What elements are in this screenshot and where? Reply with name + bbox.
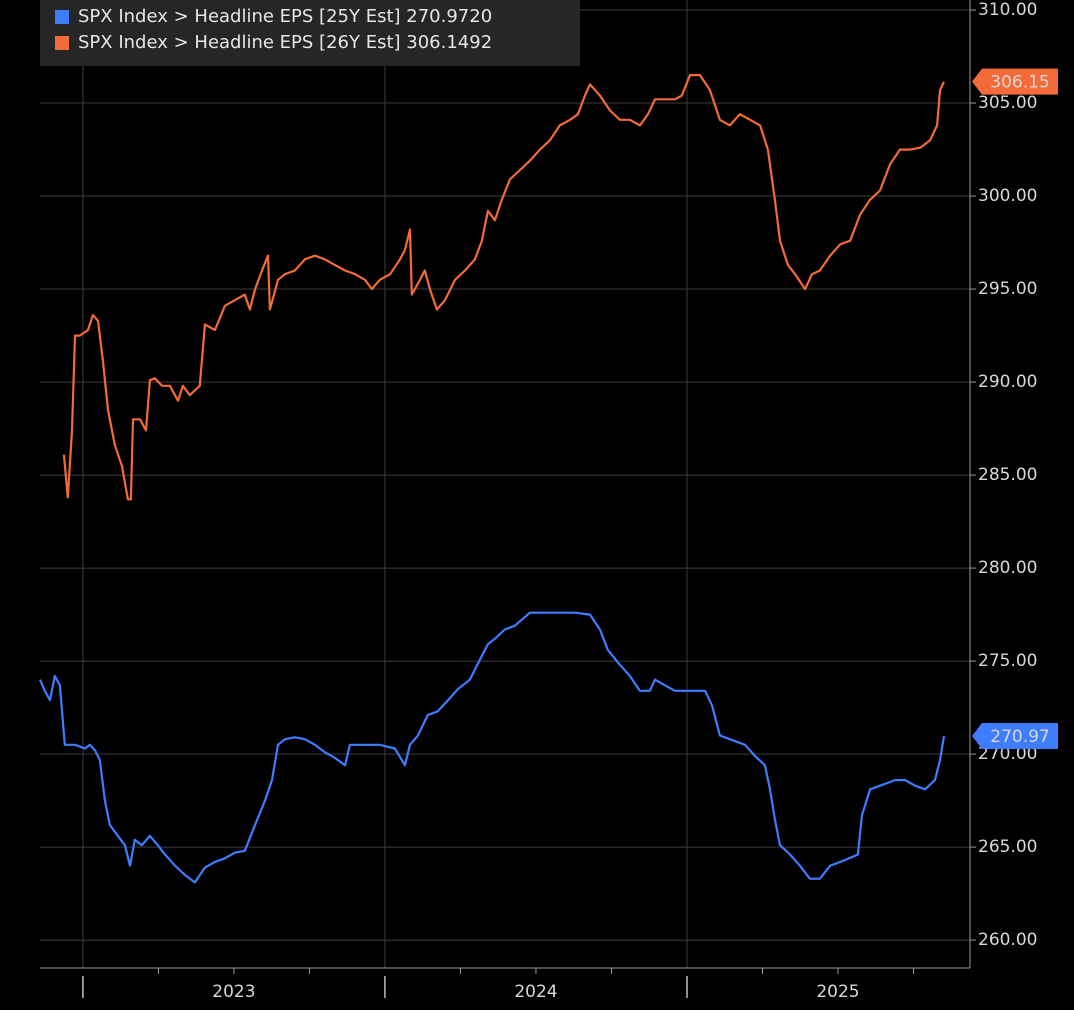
legend-entry: SPX Index > Headline EPS [26Y Est] 306.1… — [78, 32, 492, 53]
y-tick-label: 290.00 — [978, 372, 1037, 392]
y-tick-label: 285.00 — [978, 465, 1037, 485]
legend-swatch — [55, 10, 69, 24]
x-tick-label: 2025 — [816, 982, 859, 1002]
y-tick-label: 300.00 — [978, 186, 1037, 206]
y-tick-label: 280.00 — [978, 558, 1037, 578]
y-tick-label: 295.00 — [978, 279, 1037, 299]
legend-entry: SPX Index > Headline EPS [25Y Est] 270.9… — [78, 6, 492, 27]
legend-box — [40, 0, 580, 66]
y-tick-label: 260.00 — [978, 930, 1037, 950]
end-label-box — [972, 68, 1058, 95]
y-tick-label: 310.00 — [978, 0, 1037, 20]
series-line — [62, 73, 945, 501]
legend-name: SPX Index > Headline EPS [25Y Est] — [78, 6, 401, 27]
y-tick-label: 265.00 — [978, 837, 1037, 857]
legend-swatch — [55, 36, 69, 50]
y-tick-label: 275.00 — [978, 651, 1037, 671]
end-label: 270.97 — [990, 727, 1049, 747]
end-label-box — [972, 723, 1058, 750]
legend-value: 270.9720 — [406, 6, 492, 27]
legend-name: SPX Index > Headline EPS [26Y Est] — [78, 32, 401, 53]
series-line — [38, 611, 946, 884]
y-tick-label: 305.00 — [978, 93, 1037, 113]
legend-value: 306.1492 — [406, 32, 492, 53]
end-label: 306.15 — [990, 73, 1049, 93]
x-tick-label: 2023 — [212, 982, 255, 1002]
x-tick-label: 2024 — [514, 982, 557, 1002]
y-tick-label: 270.00 — [978, 744, 1037, 764]
